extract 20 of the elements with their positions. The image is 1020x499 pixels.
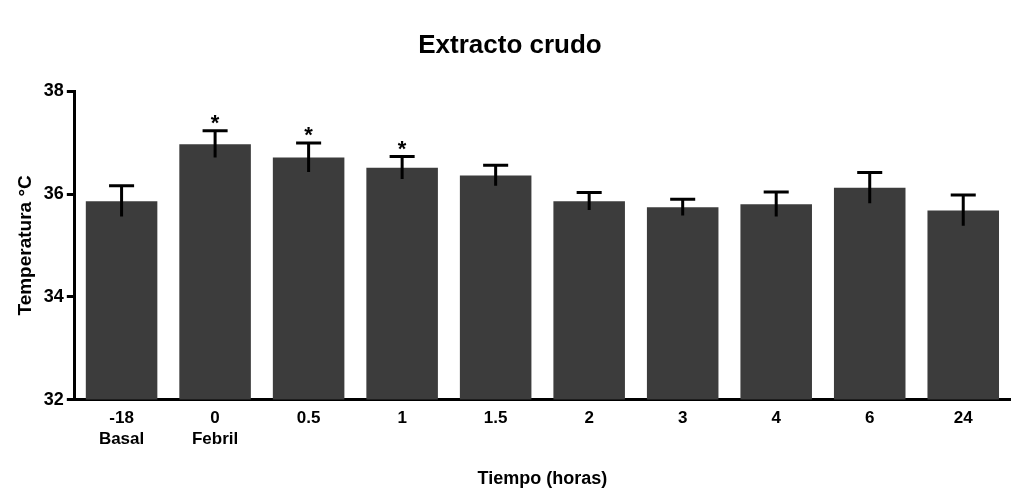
annotation: *: [304, 122, 314, 148]
annotation: *: [210, 109, 220, 135]
x-tick-label: -18 Basal: [98, 408, 145, 448]
x-tick-label: 6: [864, 408, 875, 428]
y-tick-label: 32: [43, 388, 64, 409]
chart-title: Extracto crudo: [418, 28, 602, 59]
y-tick-label: 34: [43, 285, 64, 306]
x-axis-title: Tiempo (horas): [477, 468, 608, 489]
x-tick-label: 0 Febril: [191, 408, 239, 448]
x-tick-label: 2: [584, 408, 594, 428]
x-tick-label: 0.5: [296, 408, 321, 428]
x-tick-label: 4: [771, 408, 782, 428]
annotation: *: [397, 135, 407, 161]
y-axis-title: Temperatura °C: [13, 174, 35, 316]
x-tick-label: 1: [397, 408, 407, 428]
x-tick-label: 24: [953, 408, 974, 428]
y-tick-label: 36: [43, 182, 64, 203]
y-tick-label: 38: [43, 80, 64, 101]
x-tick-label: 3: [677, 408, 688, 428]
x-tick-label: 1.5: [483, 408, 508, 428]
